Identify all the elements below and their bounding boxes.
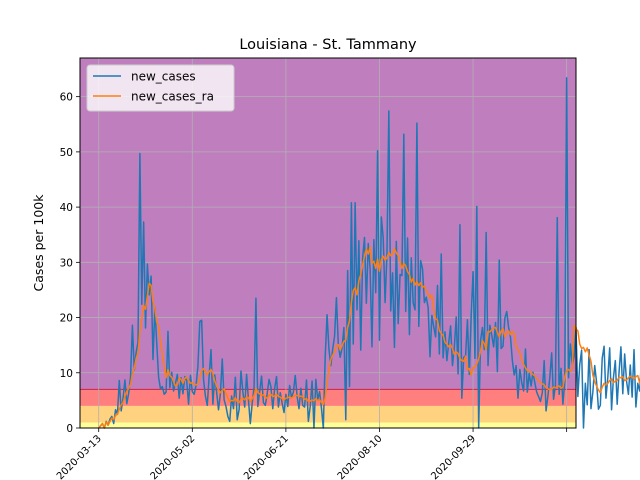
y-axis-label: Cases per 100k	[31, 194, 46, 292]
x-tick-label: 2020-09-29	[429, 433, 478, 480]
x-tick-label: 2020-08-10	[336, 433, 385, 480]
series-line-new-cases	[98, 77, 640, 429]
x-tick-label: 2020-05-02	[149, 433, 198, 480]
x-tick-label: 2020-06-21	[242, 433, 291, 480]
y-tick-label: 20	[60, 313, 73, 325]
risk-band-0	[80, 422, 576, 428]
legend-label-new-cases: new_cases	[131, 70, 196, 84]
y-tick-label: 60	[60, 92, 73, 104]
y-tick-label: 50	[60, 147, 73, 159]
x-tick-label: 2020-03-13	[55, 433, 104, 480]
legend-label-new-cases-ra: new_cases_ra	[131, 90, 214, 104]
legend: new_cases new_cases_ra	[86, 64, 235, 112]
risk-band-1	[80, 405, 576, 423]
series-line-new-cases-ra	[98, 246, 640, 429]
y-tick-label: 10	[60, 368, 73, 380]
legend-box	[86, 64, 235, 112]
y-tick-label: 0	[66, 423, 73, 435]
x-axis: 2020-03-13 2020-05-02 2020-06-21 2020-08-10…	[55, 428, 568, 480]
plot-frame	[79, 57, 577, 429]
y-axis: 0 10 20 30 40 50 60	[60, 92, 80, 435]
y-tick-label: 40	[60, 202, 73, 214]
chart-title: Louisiana - St. Tammany	[239, 37, 417, 53]
y-tick-label: 30	[60, 257, 73, 269]
risk-band-2	[80, 389, 576, 406]
series-lines	[98, 77, 640, 429]
